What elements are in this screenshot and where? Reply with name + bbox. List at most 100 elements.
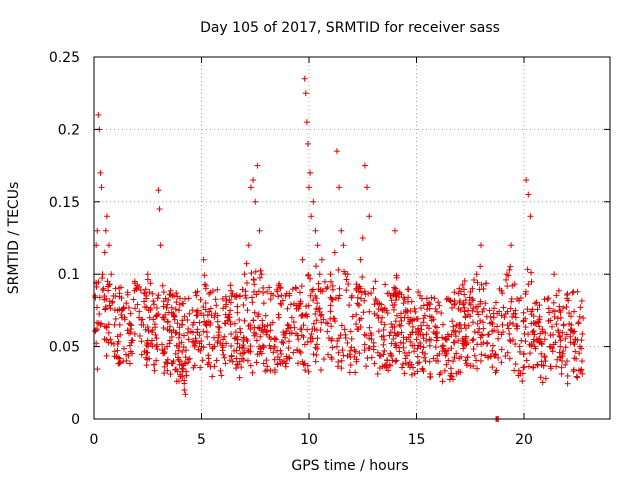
data-point <box>421 354 428 361</box>
data-point <box>506 337 513 344</box>
data-point <box>151 361 158 368</box>
data-point <box>315 286 322 293</box>
data-point <box>538 350 545 357</box>
data-point <box>348 335 355 342</box>
data-point <box>525 331 532 338</box>
data-point <box>361 341 368 348</box>
data-point <box>400 294 407 301</box>
data-point <box>121 314 128 321</box>
data-point <box>462 357 469 364</box>
data-point <box>179 373 186 380</box>
data-point <box>413 336 420 343</box>
data-point <box>471 352 478 359</box>
data-point <box>273 286 280 293</box>
data-point <box>341 326 348 333</box>
data-point <box>393 312 400 319</box>
data-point <box>568 326 575 333</box>
data-point <box>219 344 226 351</box>
data-point <box>539 328 546 335</box>
data-point <box>541 354 548 361</box>
data-point <box>250 276 257 283</box>
data-point <box>99 271 106 278</box>
data-point <box>478 351 485 358</box>
data-point <box>510 310 517 317</box>
data-point <box>173 299 180 306</box>
data-point <box>425 325 432 332</box>
data-point <box>179 348 186 355</box>
data-point <box>381 347 388 354</box>
data-point <box>417 322 424 329</box>
data-point <box>161 363 168 370</box>
data-point <box>339 347 346 354</box>
data-point <box>136 308 143 315</box>
data-point <box>209 373 216 380</box>
data-point <box>263 357 270 364</box>
data-point <box>157 242 164 249</box>
data-point <box>495 335 502 342</box>
data-point <box>105 339 112 346</box>
data-point <box>555 287 562 294</box>
data-point <box>175 354 182 361</box>
data-point <box>296 303 303 310</box>
data-point <box>506 330 513 337</box>
data-point <box>117 359 124 366</box>
data-point <box>411 316 418 323</box>
data-point <box>144 337 151 344</box>
data-point <box>402 308 409 315</box>
data-point <box>344 339 351 346</box>
data-point <box>392 318 399 325</box>
data-point <box>336 292 343 299</box>
data-point <box>397 339 404 346</box>
data-point <box>570 368 577 375</box>
data-point <box>267 367 274 374</box>
data-point <box>381 307 388 314</box>
data-point <box>576 313 583 320</box>
data-point <box>423 295 430 302</box>
data-point <box>221 333 228 340</box>
data-point <box>392 340 399 347</box>
data-point <box>112 293 119 300</box>
data-point <box>536 302 543 309</box>
data-point <box>213 302 220 309</box>
data-point <box>335 349 342 356</box>
data-point <box>489 342 496 349</box>
data-point <box>438 310 445 317</box>
data-point <box>442 336 449 343</box>
data-point <box>171 316 178 323</box>
data-point <box>343 276 350 283</box>
data-point <box>247 326 254 333</box>
data-point <box>214 312 221 319</box>
data-point <box>126 342 133 349</box>
data-point <box>388 320 395 327</box>
data-point <box>308 331 315 338</box>
data-point <box>181 387 188 394</box>
data-point <box>444 347 451 354</box>
data-point <box>428 317 435 324</box>
data-point <box>467 362 474 369</box>
data-point <box>447 365 454 372</box>
y-tick-label: 0.2 <box>58 122 80 138</box>
data-point <box>257 333 264 340</box>
data-point <box>116 285 123 292</box>
data-point <box>567 313 574 320</box>
data-point <box>498 331 505 338</box>
data-point <box>194 311 201 318</box>
data-point <box>160 298 167 305</box>
data-point <box>137 287 144 294</box>
data-point <box>286 290 293 297</box>
data-point <box>426 358 433 365</box>
data-point <box>409 329 416 336</box>
data-point <box>155 292 162 299</box>
data-point <box>335 358 342 365</box>
data-point <box>358 289 365 296</box>
data-point <box>221 354 228 361</box>
data-point <box>451 301 458 308</box>
data-point <box>479 319 486 326</box>
data-point <box>247 184 254 191</box>
chart-title: Day 105 of 2017, SRMTID for receiver sas… <box>200 20 500 36</box>
data-point <box>392 358 399 365</box>
data-point <box>234 361 241 368</box>
data-point <box>304 326 311 333</box>
data-point <box>224 317 231 324</box>
data-point <box>273 336 280 343</box>
